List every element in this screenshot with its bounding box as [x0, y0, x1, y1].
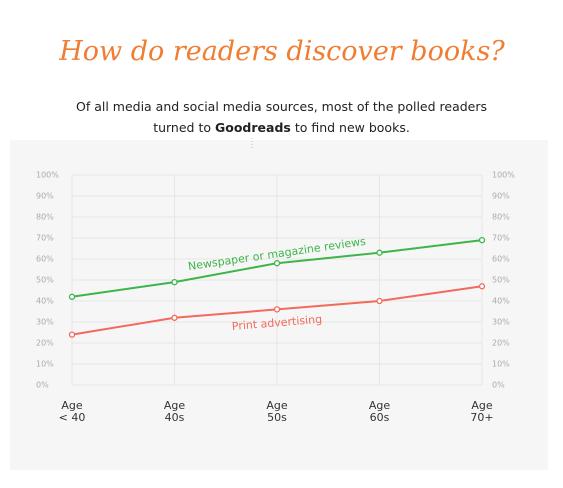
y-tick-label-right: 50%	[492, 276, 510, 285]
y-tick-label-right: 100%	[492, 171, 515, 180]
chart-title: How do readers discover books?	[58, 36, 505, 67]
y-tick-label: 90%	[36, 192, 54, 201]
y-tick-label: 20%	[36, 339, 54, 348]
subtitle: Of all media and social media sources, m…	[0, 96, 563, 138]
chart-panel	[10, 140, 548, 470]
x-tick-label: Age < 40	[58, 399, 86, 424]
y-tick-label: 70%	[36, 234, 54, 243]
y-tick-label-right: 10%	[492, 360, 510, 369]
subtitle-text: to find new books.	[290, 120, 410, 135]
y-tick-label: 60%	[36, 255, 54, 264]
subtitle-text: Of all media and social media sources, m…	[75, 99, 488, 114]
data-point	[273, 260, 281, 267]
y-tick-label-right: 90%	[492, 192, 510, 201]
data-point	[376, 249, 383, 256]
subtitle-bold: Goodreads	[214, 120, 291, 135]
y-tick-label-right: 80%	[492, 213, 510, 222]
x-tick-label: Age 40s	[163, 399, 186, 424]
data-point	[68, 331, 76, 338]
data-point	[171, 278, 178, 286]
y-tick-label: 100%	[36, 171, 59, 180]
x-tick-label: Age 60s	[368, 399, 391, 424]
data-point	[376, 297, 383, 305]
y-tick-label: 50%	[36, 276, 54, 285]
data-point	[273, 306, 281, 313]
y-tick-label-right: 0%	[492, 381, 505, 390]
y-tick-label: 40%	[36, 297, 54, 306]
y-tick-label: 80%	[36, 213, 54, 222]
data-point	[171, 314, 178, 321]
data-point	[478, 236, 486, 244]
x-tick-label: Age 50s	[266, 399, 288, 424]
y-tick-label-right: 40%	[492, 297, 510, 306]
data-point	[478, 283, 486, 290]
y-tick-label-right: 60%	[492, 255, 510, 264]
x-tick-label: Age 70+	[470, 399, 494, 424]
subtitle-text: turned to	[153, 120, 215, 135]
y-tick-label-right: 20%	[492, 339, 510, 348]
data-point	[68, 293, 76, 300]
y-tick-label-right: 70%	[492, 234, 510, 243]
y-tick-label: 10%	[36, 360, 54, 369]
y-tick-label: 0%	[36, 381, 49, 390]
y-tick-label: 30%	[36, 318, 54, 327]
y-tick-label-right: 30%	[492, 318, 510, 327]
